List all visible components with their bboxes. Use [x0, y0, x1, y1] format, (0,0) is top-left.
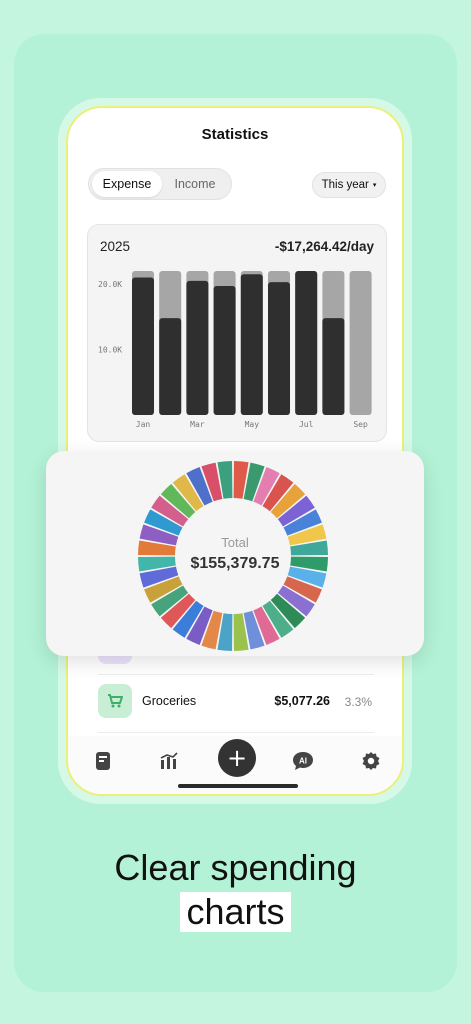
donut-segment[interactable] [217, 613, 233, 651]
donut-segment[interactable] [262, 474, 294, 512]
donut-segment[interactable] [138, 556, 176, 572]
chart-average: -$17,264.42/day [274, 239, 374, 254]
donut-segment[interactable] [151, 585, 189, 617]
bar-aug[interactable] [322, 318, 345, 415]
donut-segment[interactable] [233, 613, 249, 651]
donut-segment[interactable] [290, 556, 328, 572]
x-tick-label: May [245, 420, 260, 429]
add-button[interactable]: + [218, 739, 256, 777]
donut-segment[interactable] [138, 540, 176, 556]
donut-segment[interactable] [217, 461, 233, 499]
bar-apr[interactable] [213, 286, 236, 415]
divider [98, 732, 374, 733]
transactions-icon[interactable] [88, 746, 118, 776]
tab-expense[interactable]: Expense [92, 171, 162, 197]
donut-total-value: $155,379.75 [190, 555, 280, 572]
donut-segment[interactable] [233, 461, 249, 499]
stats-icon[interactable] [154, 746, 184, 776]
bar-feb[interactable] [159, 318, 182, 415]
donut-segment[interactable] [277, 495, 315, 527]
divider [98, 674, 374, 675]
bar-jun[interactable] [268, 282, 290, 415]
home-indicator [178, 784, 298, 788]
headline-line1: Clear spending [114, 847, 357, 888]
donut-segment[interactable] [186, 606, 213, 645]
range-dropdown[interactable]: This year ▾ [312, 172, 386, 198]
donut-segment[interactable] [290, 540, 328, 556]
donut-segment[interactable] [283, 509, 322, 536]
ai-icon[interactable]: AI [288, 746, 318, 776]
donut-segment[interactable] [270, 483, 306, 519]
x-tick-label: Jan [136, 420, 151, 429]
category-percent: 3.3% [344, 695, 372, 709]
bar-may[interactable] [240, 274, 263, 415]
donut-segment[interactable] [186, 467, 213, 506]
donut-segment[interactable] [139, 566, 179, 588]
category-amount: $5,077.26 [274, 694, 330, 708]
donut-segment[interactable] [253, 467, 280, 506]
expense-income-toggle: Expense Income [88, 168, 232, 200]
range-label: This year [321, 179, 369, 191]
chevron-down-icon: ▾ [372, 182, 377, 189]
donut-segment[interactable] [287, 566, 327, 588]
donut-segment[interactable] [144, 509, 183, 536]
x-tick-label: Jul [299, 420, 314, 429]
donut-chart-card: Total $155,379.75 [46, 451, 424, 656]
donut-segment[interactable] [277, 585, 315, 617]
donut-segment[interactable] [160, 593, 196, 629]
donut-chart[interactable] [46, 451, 424, 656]
bar-jan[interactable] [132, 277, 154, 415]
settings-icon[interactable] [356, 746, 386, 776]
donut-segment[interactable] [243, 462, 265, 502]
bar-background [349, 271, 372, 415]
bar-mar[interactable] [186, 280, 209, 415]
donut-segment[interactable] [270, 593, 306, 629]
page-title: Statistics [201, 126, 269, 143]
donut-segment[interactable] [283, 576, 322, 603]
bar-chart-card: 2025 -$17,264.42/day 20.0K 10.0K Jan Mar May… [87, 224, 387, 442]
tab-income[interactable]: Income [174, 177, 216, 191]
chart-year: 2025 [100, 239, 131, 254]
donut-segment[interactable] [287, 524, 327, 546]
donut-segment[interactable] [262, 600, 294, 638]
donut-segment[interactable] [139, 524, 179, 546]
add-icon: + [226, 744, 248, 772]
donut-segment[interactable] [253, 606, 280, 645]
category-name: Groceries [142, 694, 197, 708]
headline-line2: charts [180, 892, 291, 932]
donut-segment[interactable] [172, 474, 204, 512]
ai-label: AI [299, 757, 307, 766]
headline-line2-wrap: charts [0, 892, 471, 932]
y-tick-label: 20.0K [98, 280, 122, 289]
donut-segment[interactable] [160, 483, 196, 519]
donut-segment[interactable] [201, 462, 223, 502]
donut-segment[interactable] [201, 610, 223, 650]
donut-segment[interactable] [243, 610, 265, 650]
donut-segment[interactable] [151, 495, 189, 527]
bar-chart[interactable]: 20.0K 10.0K Jan Mar May Jul Sep [88, 225, 388, 443]
cart-icon [98, 684, 132, 718]
x-tick-label: Mar [190, 420, 205, 429]
donut-segment[interactable] [172, 600, 204, 638]
donut-total-label: Total [221, 535, 249, 550]
bar-jul[interactable] [295, 271, 318, 415]
x-tick-label: Sep [353, 420, 368, 429]
donut-segment[interactable] [144, 576, 183, 603]
y-tick-label: 10.0K [98, 346, 122, 355]
